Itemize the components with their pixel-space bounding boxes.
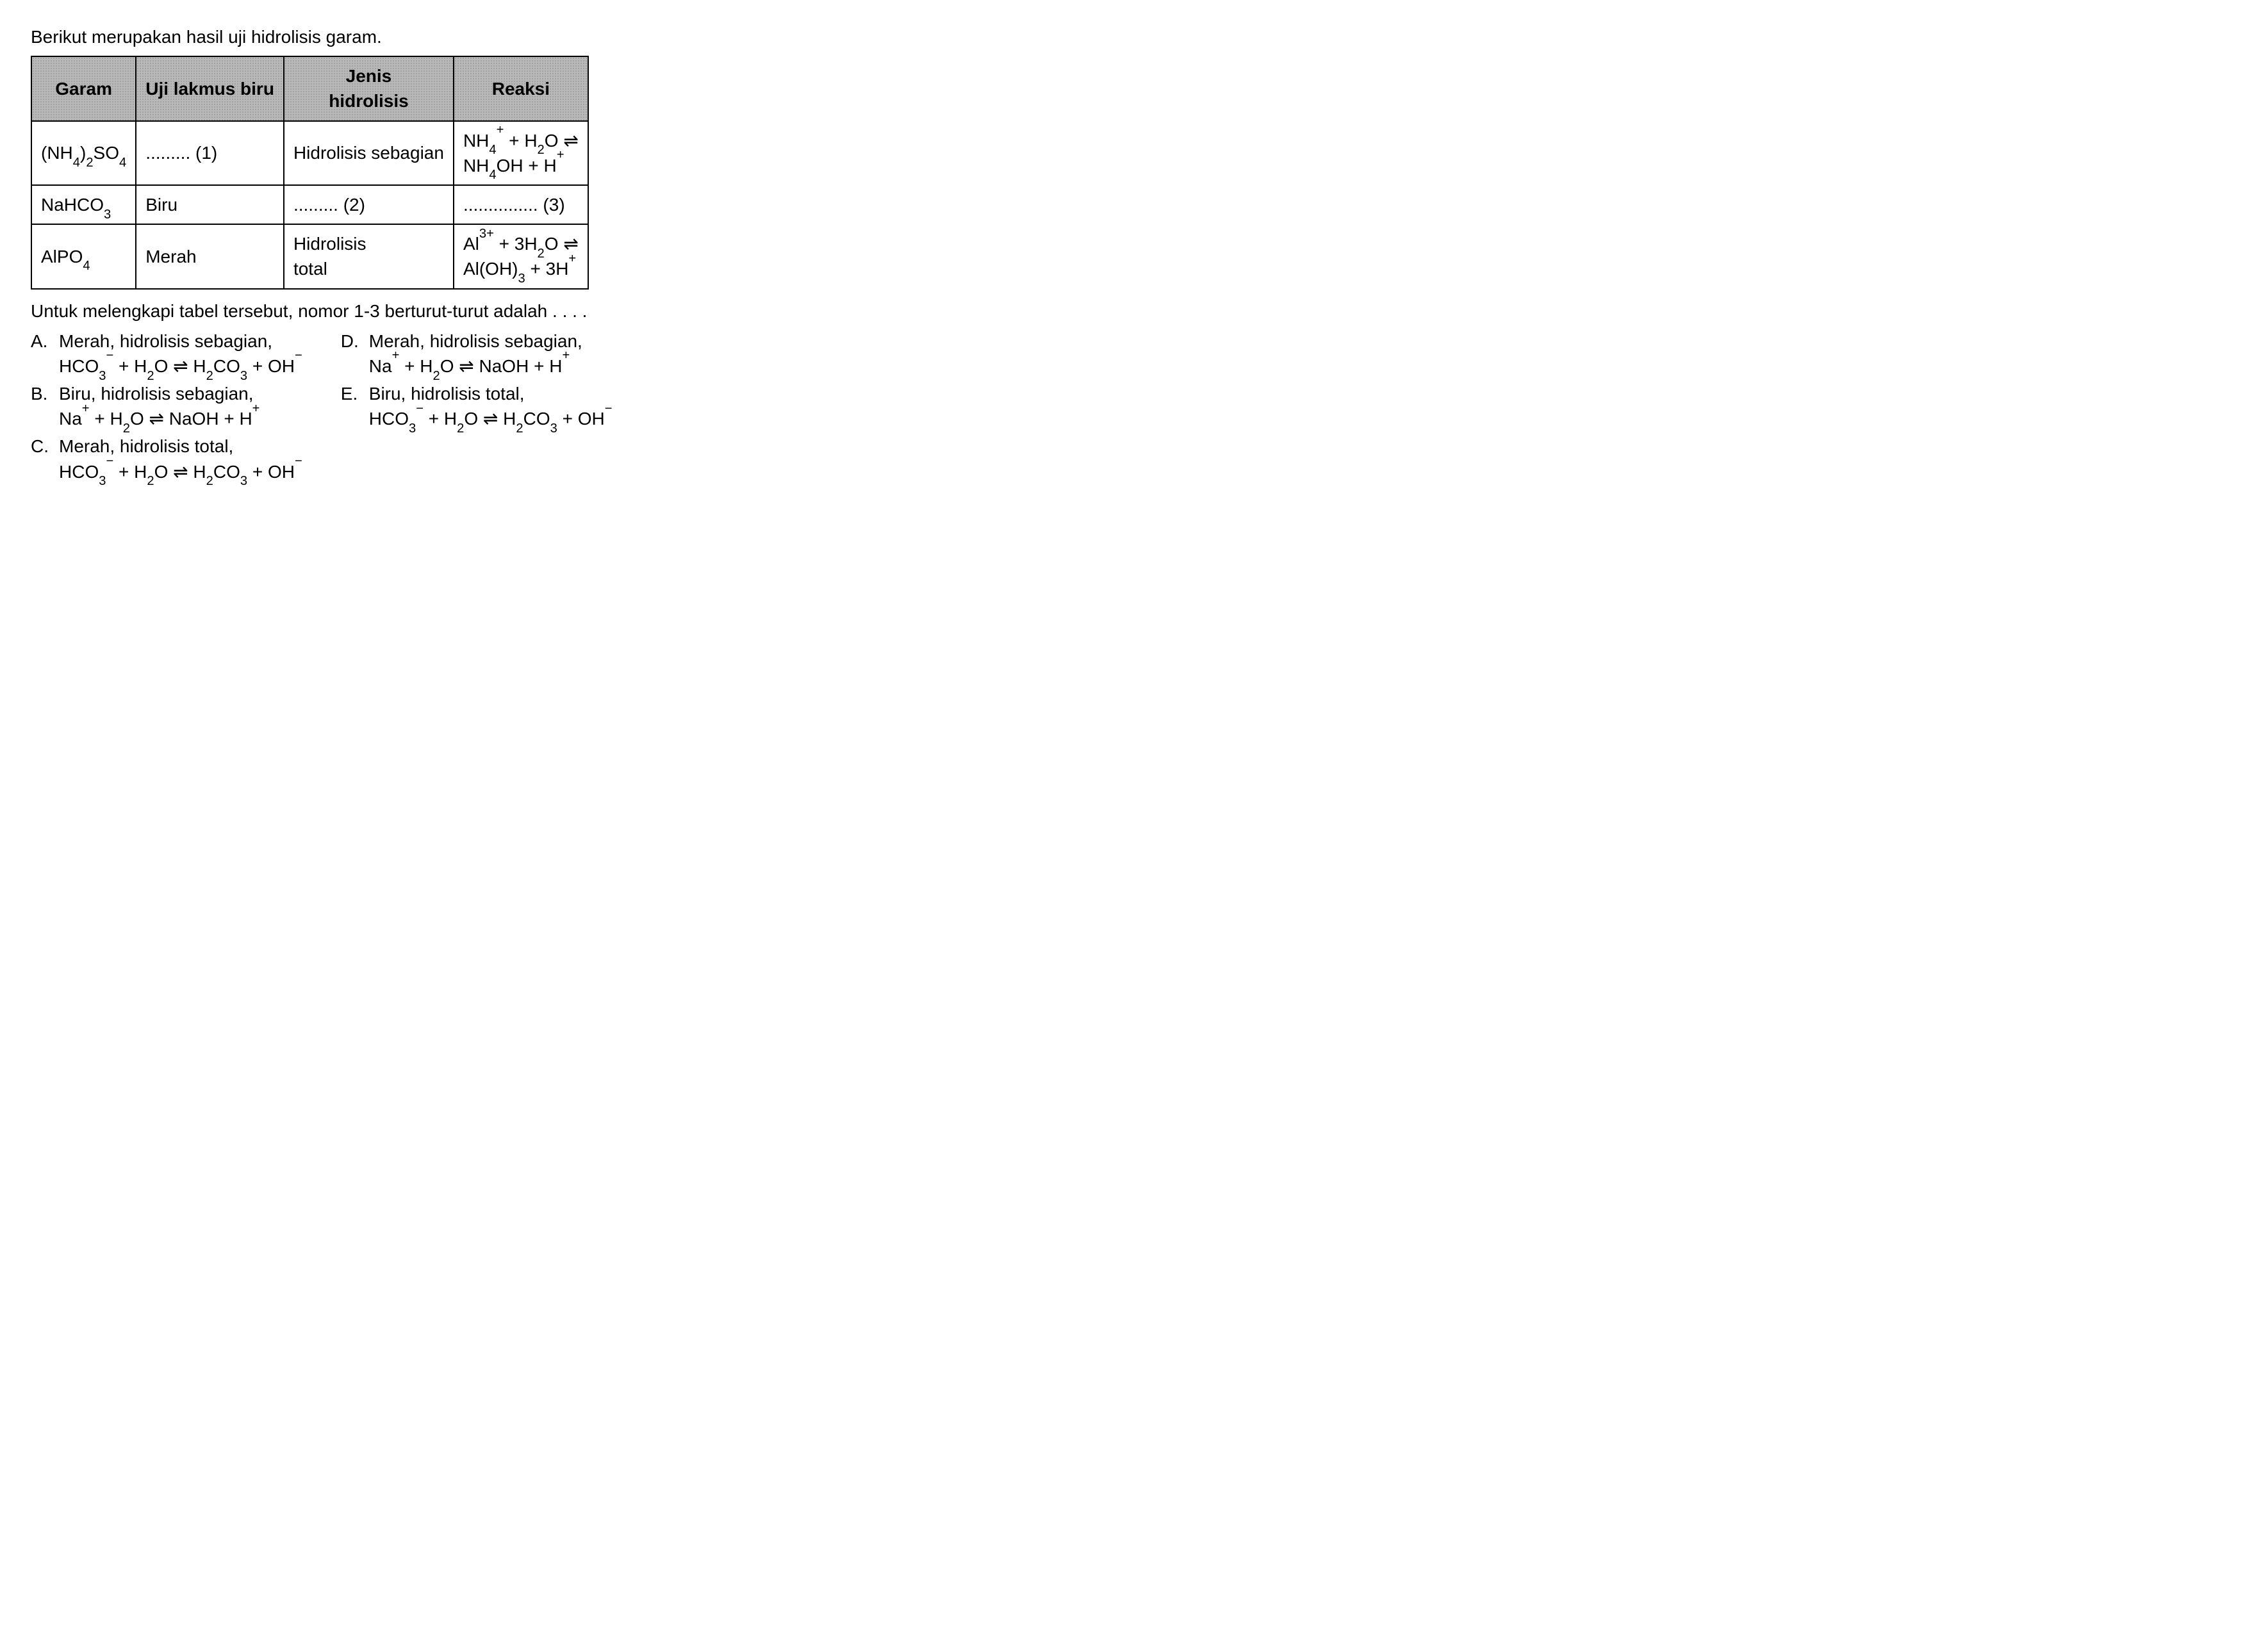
table-row: (NH4)2SO4 ......... (1) Hidrolisis sebag… <box>31 121 588 185</box>
option-d: D. Merah, hidrolisis sebagian, Na+ + H2O… <box>341 329 613 379</box>
option-body: Merah, hidrolisis sebagian, HCO3− + H2O … <box>59 329 302 379</box>
question-text: Untuk melengkapi tabel tersebut, nomor 1… <box>31 299 2225 323</box>
option-e: E. Biru, hidrolisis total, HCO3− + H2O ⇌… <box>341 381 613 431</box>
option-letter: D. <box>341 329 369 379</box>
cell-jenis: Hidrolisis sebagian <box>284 121 454 185</box>
cell-jenis: Hidrolisistotal <box>284 224 454 288</box>
option-b: B. Biru, hidrolisis sebagian, Na+ + H2O … <box>31 381 302 431</box>
option-line1: Biru, hidrolisis total, <box>369 381 613 406</box>
options-right-column: D. Merah, hidrolisis sebagian, Na+ + H2O… <box>341 329 613 487</box>
option-body: Merah, hidrolisis sebagian, Na+ + H2O ⇌ … <box>369 329 582 379</box>
cell-garam: AlPO4 <box>31 224 136 288</box>
option-body: Biru, hidrolisis sebagian, Na+ + H2O ⇌ N… <box>59 381 259 431</box>
cell-garam: (NH4)2SO4 <box>31 121 136 185</box>
option-body: Biru, hidrolisis total, HCO3− + H2O ⇌ H2… <box>369 381 613 431</box>
option-letter: A. <box>31 329 59 379</box>
col-reaksi: Reaksi <box>454 56 588 120</box>
cell-lakmus: ......... (1) <box>136 121 284 185</box>
cell-garam: NaHCO3 <box>31 185 136 224</box>
option-line2: Na+ + H2O ⇌ NaOH + H+ <box>59 406 259 431</box>
option-line2: Na+ + H2O ⇌ NaOH + H+ <box>369 354 582 379</box>
option-line1: Merah, hidrolisis sebagian, <box>369 329 582 354</box>
option-line1: Merah, hidrolisis sebagian, <box>59 329 302 354</box>
option-line2: HCO3− + H2O ⇌ H2CO3 + OH− <box>59 354 302 379</box>
table-header-row: Garam Uji lakmus biru Jenishidrolisis Re… <box>31 56 588 120</box>
option-letter: E. <box>341 381 369 431</box>
cell-jenis: ......... (2) <box>284 185 454 224</box>
col-garam: Garam <box>31 56 136 120</box>
options-container: A. Merah, hidrolisis sebagian, HCO3− + H… <box>31 329 2225 487</box>
option-c: C. Merah, hidrolisis total, HCO3− + H2O … <box>31 434 302 484</box>
cell-reaksi: Al3+ + 3H2O ⇌Al(OH)3 + 3H+ <box>454 224 588 288</box>
option-body: Merah, hidrolisis total, HCO3− + H2O ⇌ H… <box>59 434 302 484</box>
option-line1: Merah, hidrolisis total, <box>59 434 302 459</box>
table-row: AlPO4 Merah Hidrolisistotal Al3+ + 3H2O … <box>31 224 588 288</box>
option-a: A. Merah, hidrolisis sebagian, HCO3− + H… <box>31 329 302 379</box>
col-jenis: Jenishidrolisis <box>284 56 454 120</box>
option-letter: C. <box>31 434 59 484</box>
col-lakmus: Uji lakmus biru <box>136 56 284 120</box>
option-line2: HCO3− + H2O ⇌ H2CO3 + OH− <box>369 406 613 431</box>
intro-text: Berikut merupakan hasil uji hidrolisis g… <box>31 24 2225 49</box>
cell-reaksi: ............... (3) <box>454 185 588 224</box>
table-row: NaHCO3 Biru ......... (2) ..............… <box>31 185 588 224</box>
cell-lakmus: Merah <box>136 224 284 288</box>
options-left-column: A. Merah, hidrolisis sebagian, HCO3− + H… <box>31 329 302 487</box>
option-line2: HCO3− + H2O ⇌ H2CO3 + OH− <box>59 459 302 484</box>
cell-reaksi: NH4+ + H2O ⇌NH4OH + H+ <box>454 121 588 185</box>
cell-lakmus: Biru <box>136 185 284 224</box>
option-letter: B. <box>31 381 59 431</box>
hydrolysis-table: Garam Uji lakmus biru Jenishidrolisis Re… <box>31 56 589 289</box>
